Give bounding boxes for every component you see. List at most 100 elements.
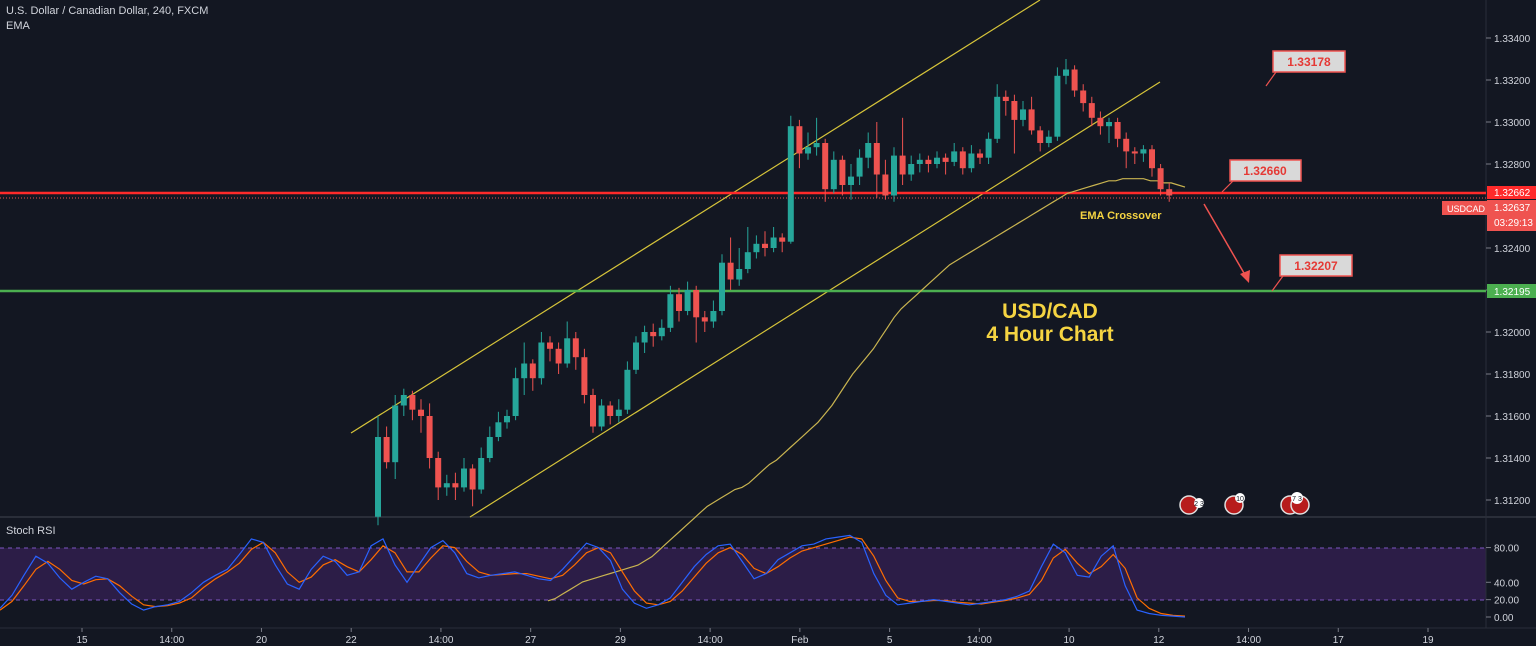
event-markers[interactable]: 2 3 10 7 3: [1179, 492, 1310, 515]
stoch-d-line[interactable]: [0, 536, 1186, 617]
candle[interactable]: [813, 117, 820, 156]
event-marker-3[interactable]: 7 3: [1280, 492, 1310, 515]
candle[interactable]: [1088, 96, 1095, 127]
candles-group[interactable]: [375, 59, 1173, 526]
candle[interactable]: [1037, 126, 1044, 152]
candle[interactable]: [770, 227, 777, 253]
candle[interactable]: [1020, 101, 1026, 127]
candle[interactable]: [1123, 132, 1130, 169]
callout-2[interactable]: 1.32660: [1221, 159, 1302, 193]
candle[interactable]: [684, 281, 691, 316]
candle[interactable]: [1080, 84, 1087, 112]
candle[interactable]: [409, 390, 416, 421]
candle[interactable]: [512, 367, 519, 421]
candle[interactable]: [994, 84, 1001, 143]
candle[interactable]: [469, 464, 476, 507]
candle[interactable]: [805, 132, 811, 160]
candle[interactable]: [667, 285, 674, 332]
time-axis[interactable]: 15 14:00 20 22 14:00 27 29 14:00 Feb 5 14:00 10 12 14…: [76, 628, 1434, 646]
candle[interactable]: [951, 143, 958, 167]
candle[interactable]: [581, 348, 588, 404]
candle[interactable]: [443, 474, 450, 496]
candle[interactable]: [693, 285, 700, 343]
candle[interactable]: [899, 117, 906, 185]
candle[interactable]: [1114, 117, 1121, 148]
candle[interactable]: [1166, 182, 1173, 202]
candle[interactable]: [942, 153, 949, 175]
candle[interactable]: [452, 472, 459, 500]
candle[interactable]: [985, 132, 992, 165]
candle[interactable]: [727, 237, 734, 291]
callout-1[interactable]: 1.33178: [1265, 50, 1346, 87]
indicator-label[interactable]: EMA: [6, 20, 30, 32]
candle[interactable]: [555, 342, 562, 375]
candle[interactable]: [504, 409, 510, 429]
candle[interactable]: [426, 403, 433, 469]
candle[interactable]: [762, 231, 768, 257]
candle[interactable]: [1002, 90, 1009, 116]
event-marker-1[interactable]: 2 3: [1179, 495, 1204, 515]
candle[interactable]: [882, 159, 889, 200]
candle[interactable]: [590, 388, 596, 433]
candle[interactable]: [598, 399, 605, 431]
candle[interactable]: [779, 233, 786, 253]
candle[interactable]: [529, 359, 536, 391]
candle[interactable]: [418, 399, 424, 433]
rsi-axis[interactable]: 80.00 40.00 20.00 0.00: [1486, 544, 1519, 624]
candle[interactable]: [633, 336, 639, 374]
channel-lower-line[interactable]: [469, 81, 1161, 518]
candle[interactable]: [908, 155, 915, 181]
candle[interactable]: [977, 149, 983, 164]
candle[interactable]: [1140, 145, 1147, 162]
candle[interactable]: [701, 311, 708, 332]
candle[interactable]: [736, 248, 743, 286]
candle[interactable]: [873, 122, 880, 198]
candle[interactable]: [624, 361, 631, 414]
candle[interactable]: [916, 153, 923, 173]
candle[interactable]: [1131, 147, 1138, 164]
candle[interactable]: [830, 151, 837, 194]
stoch-k-line[interactable]: [0, 534, 1186, 618]
candle[interactable]: [1097, 111, 1104, 135]
candle[interactable]: [547, 336, 553, 362]
candle[interactable]: [1063, 59, 1069, 85]
candle[interactable]: [856, 149, 863, 185]
forecast-arrow[interactable]: [1203, 203, 1250, 283]
candle[interactable]: [1157, 164, 1164, 196]
candle[interactable]: [650, 323, 657, 347]
candle[interactable]: [1054, 67, 1061, 141]
candle[interactable]: [1149, 145, 1155, 177]
candle[interactable]: [607, 401, 614, 425]
candle[interactable]: [572, 332, 579, 370]
candle[interactable]: [676, 287, 682, 322]
candle[interactable]: [615, 399, 622, 423]
candle[interactable]: [1071, 65, 1078, 97]
candle[interactable]: [710, 300, 717, 328]
channel-upper-line[interactable]: [350, 0, 1041, 434]
candle[interactable]: [848, 164, 854, 200]
stoch-rsi-title[interactable]: Stoch RSI: [6, 525, 56, 537]
candle[interactable]: [400, 388, 407, 416]
candle[interactable]: [744, 227, 751, 274]
candle[interactable]: [392, 395, 399, 479]
candle[interactable]: [564, 321, 571, 368]
candle[interactable]: [719, 254, 725, 316]
candle[interactable]: [435, 451, 442, 500]
candle[interactable]: [375, 416, 381, 526]
candle[interactable]: [753, 235, 760, 259]
candle[interactable]: [959, 147, 966, 175]
candle[interactable]: [1045, 130, 1052, 148]
candle[interactable]: [538, 332, 545, 385]
candle[interactable]: [478, 447, 485, 494]
candle[interactable]: [822, 138, 829, 202]
candle[interactable]: [383, 426, 390, 469]
candle[interactable]: [641, 325, 648, 353]
trend-channel[interactable]: [350, 0, 1161, 518]
symbol-title[interactable]: U.S. Dollar / Canadian Dollar, 240, FXCM: [6, 5, 209, 17]
candle[interactable]: [1028, 96, 1035, 135]
candle[interactable]: [486, 426, 493, 463]
candle[interactable]: [925, 155, 932, 173]
candle[interactable]: [495, 411, 502, 442]
candle[interactable]: [968, 145, 975, 173]
candle[interactable]: [934, 151, 940, 169]
